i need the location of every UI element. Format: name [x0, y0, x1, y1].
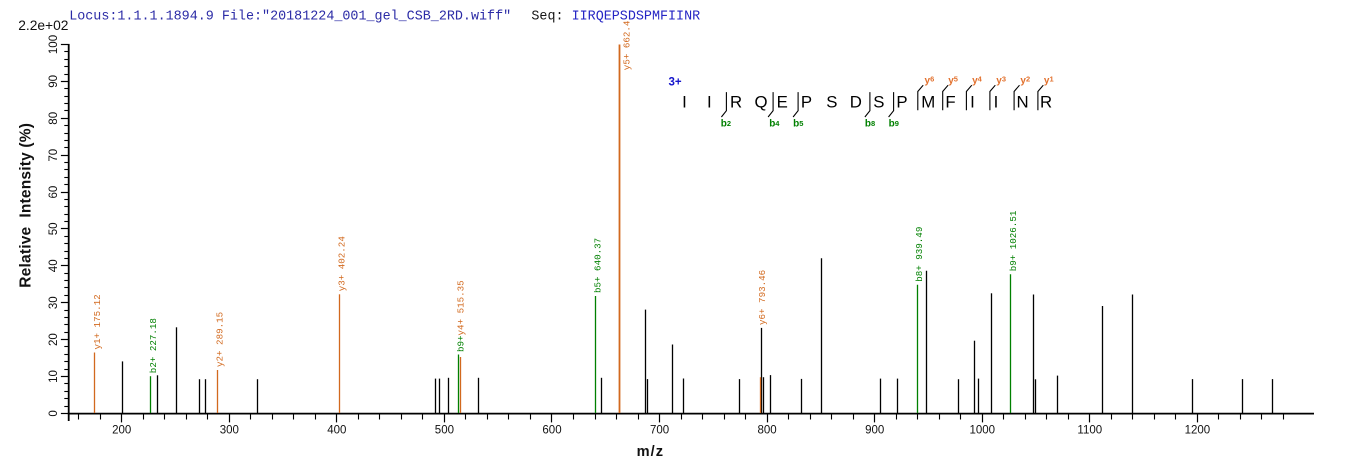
svg-text:b8+ 939.49: b8+ 939.49	[914, 227, 925, 282]
svg-text:y2: y2	[1020, 75, 1030, 87]
svg-text:b9: b9	[889, 119, 899, 130]
svg-text:b8: b8	[865, 119, 875, 130]
svg-text:0: 0	[48, 410, 60, 416]
svg-text:30: 30	[48, 296, 60, 309]
svg-text:Locus:1.1.1.1894.9 File:"20181: Locus:1.1.1.1894.9 File:"20181224_001_ge…	[69, 10, 511, 25]
svg-text:80: 80	[48, 112, 60, 125]
svg-text:Q: Q	[754, 92, 767, 111]
svg-text:300: 300	[220, 425, 239, 437]
svg-text:b5: b5	[793, 119, 803, 130]
svg-text:Seq:: Seq:	[531, 10, 563, 25]
svg-text:1100: 1100	[1077, 425, 1102, 437]
svg-text:IIRQEPSDSPMFIINR: IIRQEPSDSPMFIINR	[572, 10, 701, 25]
svg-text:50: 50	[48, 223, 60, 236]
svg-text:700: 700	[650, 425, 669, 437]
svg-text:y5: y5	[948, 75, 958, 87]
svg-text:70: 70	[48, 149, 60, 162]
svg-text:b5+ 640.37: b5+ 640.37	[592, 238, 603, 293]
svg-text:20: 20	[48, 333, 60, 346]
svg-text:M: M	[921, 92, 935, 111]
svg-text:I: I	[682, 92, 687, 111]
svg-text:D: D	[850, 92, 862, 111]
svg-text:100: 100	[48, 35, 60, 54]
svg-text:y2+ 289.15: y2+ 289.15	[215, 312, 226, 367]
svg-text:E: E	[777, 92, 788, 111]
svg-text:2.2e+02: 2.2e+02	[18, 18, 68, 33]
svg-text:400: 400	[327, 425, 346, 437]
svg-text:R: R	[1040, 92, 1052, 111]
svg-text:500: 500	[435, 425, 454, 437]
svg-text:I: I	[994, 92, 999, 111]
svg-text:S: S	[873, 92, 884, 111]
svg-text:b2+ 227.18: b2+ 227.18	[148, 318, 159, 373]
svg-text:y3+ 402.24: y3+ 402.24	[336, 236, 347, 292]
svg-text:I: I	[707, 92, 712, 111]
svg-text:y1+ 175.12: y1+ 175.12	[92, 294, 103, 349]
svg-text:y1: y1	[1044, 75, 1054, 87]
svg-text:m/z: m/z	[637, 444, 665, 460]
svg-text:1200: 1200	[1185, 425, 1211, 437]
svg-text:y6: y6	[925, 75, 935, 87]
svg-text:I: I	[970, 92, 975, 111]
svg-text:y6+ 793.46: y6+ 793.46	[757, 270, 768, 325]
svg-text:Relative Intensity (%): Relative Intensity (%)	[18, 123, 35, 288]
svg-text:F: F	[945, 92, 955, 111]
svg-text:900: 900	[865, 425, 884, 437]
svg-text:b2: b2	[721, 119, 731, 130]
svg-text:3+: 3+	[669, 77, 682, 89]
svg-text:600: 600	[542, 425, 561, 437]
svg-text:b9+ 1026.51: b9+ 1026.51	[1008, 210, 1019, 271]
svg-text:R: R	[730, 92, 742, 111]
svg-text:b4: b4	[769, 119, 780, 130]
svg-text:P: P	[801, 92, 812, 111]
svg-text:S: S	[826, 92, 837, 111]
svg-text:y5+ 662.4: y5+ 662.4	[622, 20, 633, 70]
svg-text:60: 60	[48, 186, 60, 199]
svg-text:N: N	[1017, 92, 1029, 111]
svg-text:b9+y4+ 515.35: b9+y4+ 515.35	[456, 280, 467, 352]
svg-text:10: 10	[48, 370, 60, 383]
svg-text:1000: 1000	[970, 425, 996, 437]
svg-text:800: 800	[758, 425, 777, 437]
svg-text:40: 40	[48, 259, 60, 272]
svg-text:200: 200	[112, 425, 131, 437]
svg-text:y4: y4	[972, 75, 983, 87]
svg-text:P: P	[896, 92, 907, 111]
svg-text:y3: y3	[996, 75, 1006, 87]
svg-text:90: 90	[48, 75, 60, 88]
